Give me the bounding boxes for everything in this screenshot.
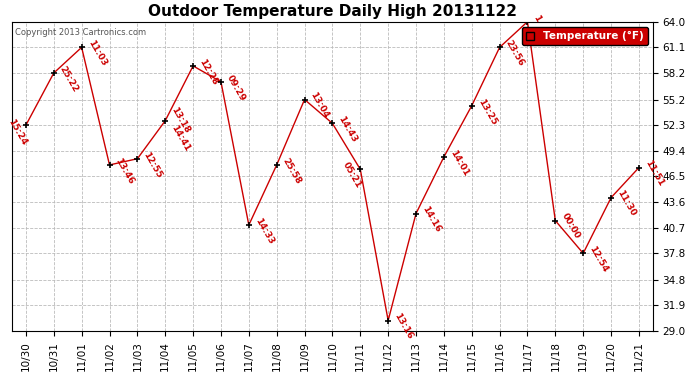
Text: 14:16: 14:16 (420, 205, 442, 234)
Text: 14:01: 14:01 (448, 148, 470, 178)
Legend: Temperature (°F): Temperature (°F) (522, 27, 648, 45)
Text: 11:03: 11:03 (86, 39, 108, 68)
Text: 13:25: 13:25 (476, 97, 498, 126)
Text: 05:21: 05:21 (341, 160, 363, 190)
Text: 23:56: 23:56 (504, 39, 526, 68)
Text: 11:30: 11:30 (615, 189, 638, 218)
Text: 12:28: 12:28 (197, 57, 219, 87)
Text: 11:51: 11:51 (643, 159, 665, 188)
Text: 13:46: 13:46 (114, 156, 136, 186)
Text: 13:18: 13:18 (170, 105, 192, 134)
Text: 15:24: 15:24 (6, 118, 29, 147)
Text: 13:04: 13:04 (308, 91, 331, 120)
Text: 09:29: 09:29 (225, 73, 247, 103)
Title: Outdoor Temperature Daily High 20131122: Outdoor Temperature Daily High 20131122 (148, 4, 517, 19)
Text: 14:43: 14:43 (337, 115, 359, 144)
Text: 13:16: 13:16 (393, 312, 415, 341)
Text: 25:58: 25:58 (281, 156, 303, 186)
Text: Copyright 2013 Cartronics.com: Copyright 2013 Cartronics.com (15, 28, 146, 37)
Text: 1: 1 (531, 13, 542, 23)
Text: 14:41: 14:41 (170, 123, 192, 153)
Text: 12:54: 12:54 (587, 244, 609, 274)
Text: 14:33: 14:33 (253, 216, 275, 246)
Text: 12:55: 12:55 (141, 150, 164, 179)
Text: 00:00: 00:00 (560, 212, 582, 241)
Text: 25:22: 25:22 (58, 64, 80, 94)
